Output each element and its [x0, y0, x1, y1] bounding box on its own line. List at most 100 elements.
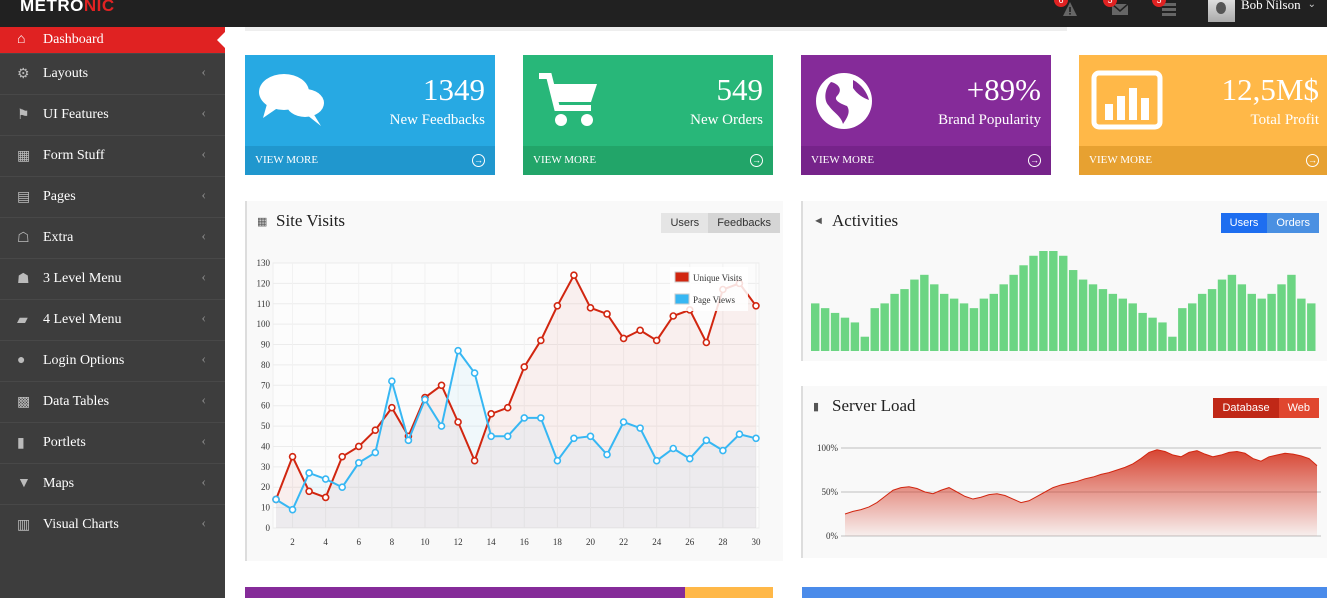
data-point[interactable]: [520, 414, 529, 422]
data-point[interactable]: [570, 434, 578, 443]
data-point[interactable]: [619, 418, 628, 426]
data-point[interactable]: [669, 312, 678, 320]
x-tick-label: 26: [685, 537, 695, 547]
data-point[interactable]: [520, 363, 529, 371]
chevron-left-icon: ‹: [201, 270, 206, 285]
database-toggle-button[interactable]: Database: [1213, 398, 1279, 418]
data-point[interactable]: [553, 302, 562, 310]
data-point[interactable]: [288, 452, 297, 461]
data-point[interactable]: [752, 434, 760, 443]
data-point[interactable]: [470, 456, 479, 465]
bottom-portlet-blue: [802, 587, 1327, 598]
users-toggle-button[interactable]: Users: [661, 213, 709, 233]
x-tick-label: 14: [487, 537, 497, 547]
data-point[interactable]: [454, 346, 462, 355]
sidebar-item-maps[interactable]: ▼ Maps ‹: [0, 463, 225, 504]
data-point[interactable]: [421, 395, 429, 404]
data-point[interactable]: [470, 369, 479, 377]
sidebar-item-dashboard[interactable]: ⌂ Dashboard: [0, 27, 226, 53]
data-point[interactable]: [305, 487, 313, 496]
sidebar-item-data-tables[interactable]: ▩ Data Tables ‹: [0, 381, 225, 422]
sidebar: ⌂ Dashboard ⚙ Layouts ‹ ⚑ UI Features ‹ ▦ Form St…: [0, 27, 226, 598]
data-point[interactable]: [487, 410, 495, 418]
data-point[interactable]: [537, 336, 545, 345]
logo[interactable]: METRONIC: [20, 0, 115, 15]
data-point[interactable]: [437, 381, 446, 390]
data-point[interactable]: [487, 432, 495, 441]
data-point[interactable]: [586, 432, 595, 441]
data-point[interactable]: [338, 483, 347, 492]
user-menu[interactable]: Bob Nilson ⌄: [1208, 0, 1316, 22]
y-tick-label: 100: [257, 319, 271, 329]
tasks-button[interactable]: 5: [1152, 0, 1180, 18]
notifications-button[interactable]: 6: [1054, 0, 1082, 18]
activity-bar: [1307, 303, 1316, 351]
sidebar-item-ui-features[interactable]: ⚑ UI Features ‹: [0, 94, 225, 135]
view-more-link[interactable]: VIEW MORE →: [1079, 146, 1327, 175]
data-point[interactable]: [603, 310, 611, 318]
data-point[interactable]: [685, 454, 694, 463]
view-more-link[interactable]: VIEW MORE →: [523, 146, 773, 175]
data-point[interactable]: [702, 338, 711, 347]
cogs-icon: ⚙: [17, 66, 30, 82]
view-more-link[interactable]: VIEW MORE →: [801, 146, 1051, 175]
data-point[interactable]: [719, 446, 727, 455]
data-point[interactable]: [388, 403, 396, 412]
data-point[interactable]: [586, 304, 595, 312]
data-point[interactable]: [503, 403, 512, 412]
sidebar-item-layouts[interactable]: ⚙ Layouts ‹: [0, 53, 225, 94]
data-point[interactable]: [354, 442, 363, 451]
data-point[interactable]: [388, 377, 396, 386]
data-point[interactable]: [570, 271, 578, 280]
data-point[interactable]: [371, 426, 380, 434]
data-point[interactable]: [437, 422, 446, 430]
users-toggle-button[interactable]: Users: [1220, 213, 1268, 233]
data-point[interactable]: [454, 418, 462, 426]
gift-icon: ☖: [17, 230, 30, 246]
data-point[interactable]: [537, 414, 545, 422]
data-point[interactable]: [354, 458, 363, 467]
data-point[interactable]: [669, 444, 678, 453]
sidebar-item-3-level-menu[interactable]: ☗ 3 Level Menu ‹: [0, 258, 225, 299]
data-point[interactable]: [321, 493, 330, 502]
data-point[interactable]: [603, 450, 611, 459]
orders-toggle-button[interactable]: Orders: [1267, 213, 1319, 233]
signal-icon: ▮: [813, 400, 820, 413]
data-point[interactable]: [752, 302, 760, 310]
data-point[interactable]: [371, 448, 380, 457]
data-point[interactable]: [636, 424, 644, 432]
data-point[interactable]: [702, 436, 711, 445]
data-point[interactable]: [553, 456, 562, 465]
web-toggle-button[interactable]: Web: [1278, 398, 1319, 418]
sidebar-item-login-options[interactable]: ● Login Options ‹: [0, 340, 225, 381]
data-point[interactable]: [404, 436, 413, 445]
table-icon: ▦: [17, 148, 31, 164]
data-point[interactable]: [619, 334, 628, 343]
data-point[interactable]: [503, 432, 512, 441]
data-point[interactable]: [636, 326, 644, 335]
data-point[interactable]: [652, 336, 661, 345]
data-point[interactable]: [735, 430, 744, 439]
chevron-left-icon: ‹: [201, 65, 206, 80]
sidebar-item-4-level-menu[interactable]: ▰ 4 Level Menu ‹: [0, 299, 225, 340]
data-point[interactable]: [288, 505, 297, 514]
sidebar-item-visual-charts[interactable]: ▥ Visual Charts ‹: [0, 504, 225, 545]
top-navbar: METRONIC 6 5 5 Bob Nilson ⌄: [0, 0, 1327, 27]
activity-bar: [1297, 298, 1306, 351]
data-point[interactable]: [321, 475, 330, 483]
view-more-link[interactable]: VIEW MORE →: [245, 146, 495, 175]
sidebar-item-portlets[interactable]: ▮ Portlets ‹: [0, 422, 225, 463]
y-tick-label: 70: [261, 380, 271, 390]
data-point[interactable]: [272, 495, 280, 504]
data-point[interactable]: [652, 456, 661, 465]
data-point[interactable]: [338, 452, 347, 461]
feedbacks-toggle-button[interactable]: Feedbacks: [708, 213, 780, 233]
data-point[interactable]: [305, 469, 313, 477]
sidebar-item-extra[interactable]: ☖ Extra ‹: [0, 217, 225, 258]
sidebar-item-pages[interactable]: ▤ Pages ‹: [0, 176, 225, 217]
map-marker-icon: ▼: [17, 476, 31, 491]
sidebar-item-form-stuff[interactable]: ▦ Form Stuff ‹: [0, 135, 225, 176]
site-visits-portlet: ▦ Site Visits Users Feedbacks 0 10 20 30 40 50…: [245, 201, 783, 561]
inbox-button[interactable]: 5: [1103, 0, 1131, 18]
activities-toggle: Users Orders: [1220, 213, 1319, 233]
